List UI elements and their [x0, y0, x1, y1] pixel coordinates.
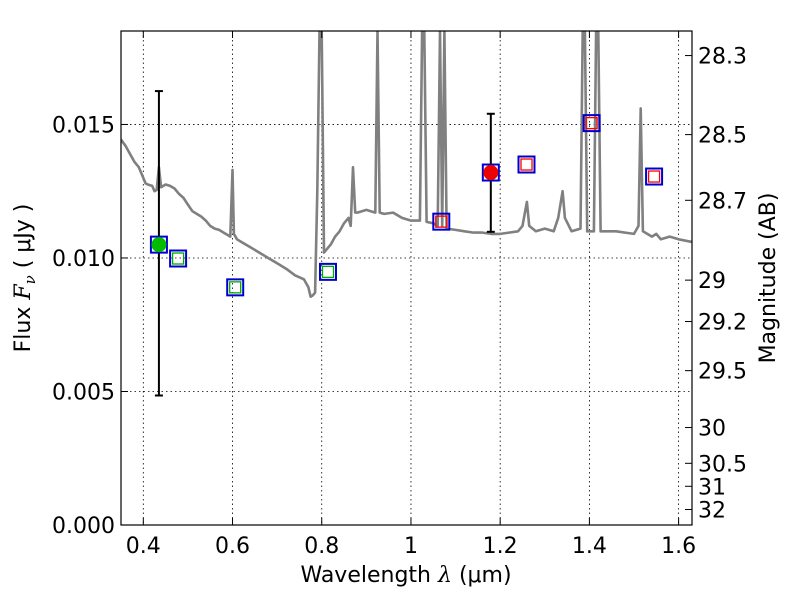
tick-labels: 0.4 0.6 0.8 1 1.2 1.4 1.6 0.000 0.005 0.010 0.015 2… [52, 45, 747, 559]
y-tick-label: 0.000 [52, 514, 115, 539]
y2-tick-label: 29.2 [698, 311, 747, 336]
spectrum-line [121, 31, 692, 298]
model-photometry-marker [318, 262, 337, 281]
y2-tick-label: 28.5 [698, 124, 747, 149]
x-tick-label: 0.4 [126, 534, 161, 559]
x-tick-label: 0.6 [215, 534, 250, 559]
model-photometry-marker [645, 167, 664, 186]
observed-point [483, 165, 499, 181]
x-tick-label: 1.6 [661, 534, 696, 559]
x-tick-label: 1.4 [572, 534, 607, 559]
x-tick-label: 0.8 [304, 534, 339, 559]
spectrum-layer [121, 31, 692, 298]
model-photometry-marker [481, 163, 500, 182]
x-tick-label: 1 [404, 534, 418, 559]
ticks [121, 31, 692, 526]
y-tick-label: 0.005 [52, 380, 115, 405]
model-photometry-marker [517, 155, 536, 174]
y2-tick-label: 30.5 [698, 452, 747, 477]
y2-tick-label: 29 [698, 269, 726, 294]
y2-axis-label: Magnitude (AB) [756, 193, 781, 364]
model-photometry-marker [149, 235, 168, 254]
marker-layer [149, 114, 664, 297]
model-photometry-marker [226, 278, 245, 297]
y-tick-label: 0.010 [52, 247, 115, 272]
observed-point [151, 237, 167, 253]
y2-tick-label: 30 [698, 417, 726, 442]
photometry-marker [435, 215, 448, 228]
y-tick-label: 0.015 [52, 113, 115, 138]
y2-tick-label: 32 [698, 499, 726, 524]
y2-tick-label: 29.5 [698, 360, 747, 385]
x-axis-label: Wavelength λ (μm) [300, 563, 511, 588]
model-photometry-marker [169, 249, 188, 268]
photometry-marker [321, 265, 335, 279]
plot-frame [120, 30, 693, 526]
photometry-marker [585, 116, 598, 130]
y2-tick-label: 28.7 [698, 189, 747, 214]
photometry-marker [647, 170, 661, 183]
photometry-marker [171, 252, 185, 265]
photometry-marker [229, 281, 242, 294]
y2-tick-label: 28.3 [698, 45, 747, 70]
model-photometry-marker [432, 212, 451, 231]
photometry-marker [520, 158, 533, 171]
y-axis-label: Flux Fν ( μJy ) [11, 204, 39, 353]
x-tick-label: 1.2 [483, 534, 518, 559]
model-photometry-marker [582, 114, 601, 133]
grid [121, 31, 692, 526]
y2-tick-label: 31 [698, 475, 726, 500]
